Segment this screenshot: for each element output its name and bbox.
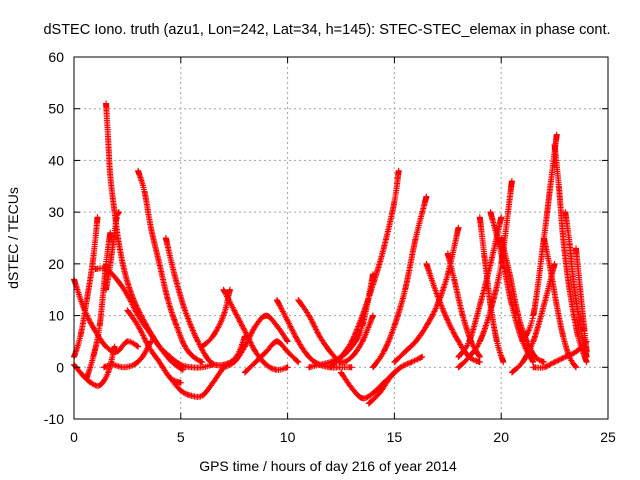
series-arc-6 xyxy=(103,209,122,293)
series-arc-15 xyxy=(220,312,291,371)
series-arc-21 xyxy=(327,167,402,371)
series-markers xyxy=(498,235,547,366)
x-tick-label: 10 xyxy=(280,429,296,445)
series-markers xyxy=(103,209,122,293)
series-markers xyxy=(487,209,537,366)
y-tick-label: -10 xyxy=(44,411,64,427)
series-arc-35 xyxy=(551,141,590,366)
x-tick-label: 5 xyxy=(177,429,185,445)
series-markers xyxy=(92,265,216,371)
y-tick-label: 10 xyxy=(48,308,64,324)
series-arc-18 xyxy=(295,297,376,366)
x-tick-label: 25 xyxy=(600,429,616,445)
data-series xyxy=(71,100,590,407)
series-arc-9 xyxy=(135,167,206,366)
series-markers xyxy=(295,297,376,366)
series-markers xyxy=(241,338,302,376)
x-tick-label: 0 xyxy=(70,429,78,445)
series-arc-22 xyxy=(365,353,426,407)
series-arc-23 xyxy=(370,193,430,371)
series-markers xyxy=(167,364,227,400)
series-arc-29 xyxy=(476,214,507,366)
y-tick-label: 0 xyxy=(56,359,64,375)
series-markers xyxy=(135,167,206,366)
series-markers xyxy=(83,229,114,381)
series-markers xyxy=(327,167,402,371)
series-arc-38 xyxy=(530,338,590,371)
series-arc-12 xyxy=(167,364,227,400)
series-arc-30 xyxy=(487,209,537,366)
series-markers xyxy=(220,312,291,371)
x-axis-label: GPS time / hours of day 216 of year 2014 xyxy=(199,458,457,474)
series-markers xyxy=(365,353,426,407)
series-arc-16 xyxy=(241,338,302,376)
x-tick-label: 15 xyxy=(387,429,403,445)
x-tick-label: 20 xyxy=(493,429,509,445)
y-tick-label: 50 xyxy=(48,101,64,117)
series-markers xyxy=(551,141,590,366)
series-arc-31 xyxy=(498,235,547,366)
plot-frame xyxy=(73,56,609,420)
series-markers xyxy=(455,214,505,360)
series-arc-4 xyxy=(83,229,114,381)
y-axis-label: dSTEC / TECUs xyxy=(5,187,21,289)
series-markers xyxy=(530,338,590,371)
y-tick-label: 40 xyxy=(48,152,64,168)
axis-ticks: 0 5 10 15 20 25 -10 0 10 20 30 40 50 60 xyxy=(44,49,616,445)
series-arc-7 xyxy=(92,265,216,371)
series-markers xyxy=(476,214,507,366)
grid-lines xyxy=(74,57,608,419)
chart-title: dSTEC Iono. truth (azu1, Lon=242, Lat=34… xyxy=(43,22,610,38)
y-tick-label: 20 xyxy=(48,256,64,272)
series-markers xyxy=(370,193,430,371)
series-arc-28 xyxy=(455,214,505,360)
y-tick-label: 60 xyxy=(48,49,64,65)
y-tick-label: 30 xyxy=(48,204,64,220)
